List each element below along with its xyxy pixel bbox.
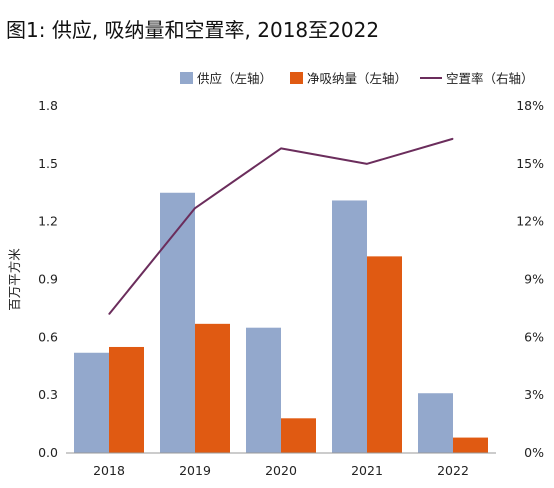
y-tick-right: 0% <box>524 445 544 460</box>
y-axis-label: 百万平方米 <box>7 248 22 311</box>
supply-bar-2020 <box>246 327 281 453</box>
y-axis-left: 0.0 0.3 0.6 0.9 1.2 1.5 1.8 <box>38 98 58 460</box>
legend-absorption-swatch <box>290 72 303 84</box>
vacancy-rate-point <box>194 207 196 209</box>
vacancy-rate-point <box>280 147 282 149</box>
legend-supply-label: 供应（左轴） <box>197 71 272 86</box>
y-tick-left: 0.9 <box>38 272 58 287</box>
x-tick-label: 2022 <box>437 463 469 478</box>
legend-absorption-label: 净吸纳量（左轴） <box>307 71 407 86</box>
supply-bar-2021 <box>332 200 367 453</box>
bars <box>74 192 488 453</box>
legend: 供应（左轴） 净吸纳量（左轴） 空置率（右轴） <box>180 71 534 86</box>
x-tick-label: 2018 <box>93 463 125 478</box>
y-tick-right: 12% <box>516 214 544 229</box>
vacancy-rate-point <box>366 163 368 165</box>
x-tick-label: 2019 <box>179 463 211 478</box>
chart-title: 图1: 供应, 吸纳量和空置率, 2018至2022 <box>6 18 380 42</box>
absorption-bar-2020 <box>281 418 316 453</box>
absorption-bar-2018 <box>109 346 144 453</box>
legend-vacancy-label: 空置率（右轴） <box>446 71 534 86</box>
y-tick-left: 0.3 <box>38 387 58 402</box>
y-tick-left: 0.0 <box>38 445 58 460</box>
y-tick-right: 18% <box>516 98 544 113</box>
supply-bar-2018 <box>74 352 109 453</box>
y-tick-left: 1.5 <box>38 156 58 171</box>
absorption-bar-2022 <box>453 437 488 453</box>
y-axis-right: 0% 3% 6% 9% 12% 15% 18% <box>516 98 544 460</box>
y-tick-right: 6% <box>524 329 544 344</box>
vacancy-rate-point <box>452 138 454 140</box>
x-tick-label: 2020 <box>265 463 297 478</box>
supply-bar-2019 <box>160 192 195 453</box>
y-tick-right: 3% <box>524 387 544 402</box>
x-tick-label: 2021 <box>351 463 383 478</box>
y-tick-right: 9% <box>524 272 544 287</box>
vacancy-line-layer <box>108 137 454 315</box>
absorption-bar-2019 <box>195 323 230 453</box>
legend-supply: 供应（左轴） <box>180 71 272 86</box>
legend-supply-swatch <box>180 72 193 84</box>
y-tick-left: 1.8 <box>38 98 58 113</box>
y-tick-right: 15% <box>516 156 544 171</box>
legend-vacancy: 空置率（右轴） <box>420 71 534 86</box>
absorption-bar-2021 <box>367 256 402 453</box>
vacancy-rate-point <box>108 313 110 315</box>
y-tick-left: 1.2 <box>38 214 58 229</box>
legend-absorption: 净吸纳量（左轴） <box>290 71 407 86</box>
y-tick-left: 0.6 <box>38 329 58 344</box>
x-axis: 2018 2019 2020 2021 2022 <box>93 463 469 478</box>
supply-bar-2022 <box>418 393 453 453</box>
